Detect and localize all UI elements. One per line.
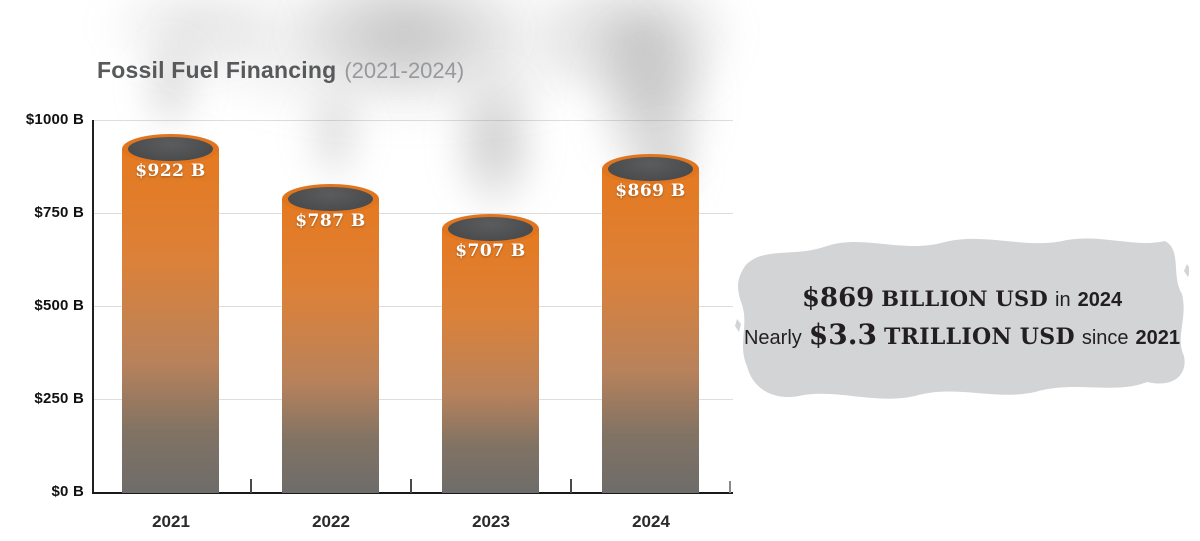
callout-amount-2024: $869 — [801, 283, 875, 313]
y-tick-750: $750 B — [34, 204, 84, 221]
callout-connector-in: in — [1055, 289, 1071, 311]
x-axis-tick — [570, 479, 572, 493]
callout-text: $869 BILLION USD in 2024 Nearly $3.3 TRI… — [735, 224, 1189, 408]
y-tick-1000: $1000 B — [25, 111, 84, 128]
chimney-opening — [288, 187, 373, 211]
smokestack-bar: $922 B — [122, 134, 219, 493]
chimney-opening — [448, 217, 533, 241]
gridline-250 — [92, 399, 733, 400]
x-label-2024: 2024 — [632, 512, 670, 531]
callout-amount-total: $3.3 — [808, 318, 877, 351]
chart-title-period: (2021-2024) — [344, 58, 465, 83]
y-tick-250: $250 B — [34, 390, 84, 407]
x-label-2023: 2023 — [472, 512, 510, 531]
callout-line-1: $869 BILLION USD in 2024 — [802, 283, 1122, 313]
gridline-1000 — [92, 120, 733, 121]
callout-year-2021: 2021 — [1135, 327, 1181, 349]
plot-area: $922 B $787 B $707 B $869 B — [92, 120, 733, 494]
x-label-2021: 2021 — [152, 512, 190, 531]
bar-body — [122, 149, 219, 493]
smokestack-bar: $869 B — [602, 154, 699, 493]
summary-callout: $869 BILLION USD in 2024 Nearly $3.3 TRI… — [735, 224, 1189, 408]
bar-body — [602, 169, 699, 493]
y-tick-500: $500 B — [34, 297, 84, 314]
callout-unit-billion: BILLION USD — [881, 286, 1048, 311]
chimney-opening — [128, 137, 213, 161]
callout-unit-trillion: TRILLION USD — [883, 324, 1075, 350]
y-axis-line — [92, 120, 94, 493]
x-axis-line — [92, 492, 733, 494]
x-axis-tick — [250, 479, 252, 493]
smokestack-bar: $787 B — [282, 184, 379, 493]
callout-year-2024: 2024 — [1077, 289, 1123, 311]
x-axis-tick — [410, 479, 412, 493]
chart-title: Fossil Fuel Financing (2021-2024) — [97, 57, 464, 84]
y-tick-0: $0 B — [51, 483, 84, 500]
chart-title-main: Fossil Fuel Financing — [97, 57, 337, 83]
bar-value-label: $922 B — [135, 161, 206, 181]
bar-value-label: $787 B — [295, 211, 366, 231]
smokestack-bar: $707 B — [442, 214, 539, 493]
bar-value-label: $869 B — [615, 181, 686, 201]
callout-prefix-nearly: Nearly — [743, 327, 802, 349]
smoke-cloud — [60, 0, 320, 100]
smoke-cloud — [500, 0, 780, 140]
bar-value-label: $707 B — [455, 241, 526, 261]
x-label-2022: 2022 — [312, 512, 350, 531]
callout-line-2: Nearly $3.3 TRILLION USD since 2021 — [744, 318, 1180, 351]
x-axis-end-tick — [729, 481, 731, 493]
callout-connector-since: since — [1081, 327, 1129, 349]
gridline-500 — [92, 306, 733, 307]
brush-stroke-background — [735, 238, 1189, 399]
bar-body — [442, 229, 539, 493]
bar-body — [282, 199, 379, 493]
chimney-opening — [608, 157, 693, 181]
gridline-750 — [92, 213, 733, 214]
